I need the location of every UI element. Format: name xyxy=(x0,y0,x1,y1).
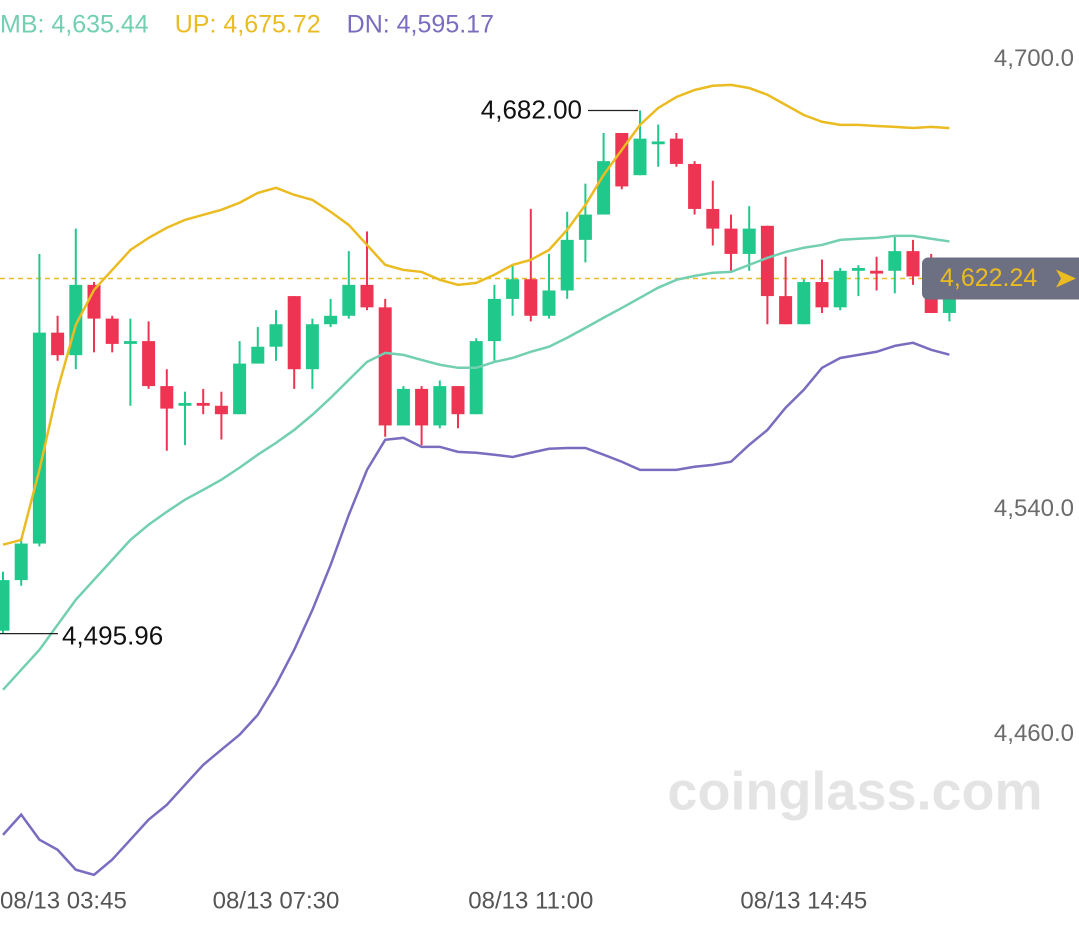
candle-body xyxy=(269,324,283,347)
annotation-label: 4,682.00 xyxy=(481,94,582,124)
watermark: coinglass.com xyxy=(667,761,1042,821)
candle-body xyxy=(214,405,228,415)
y-tick-label: 4,700.0 xyxy=(994,45,1074,72)
candle-body xyxy=(178,402,192,406)
candle-body xyxy=(760,225,774,297)
candle-body xyxy=(233,363,247,415)
candle-body xyxy=(415,388,429,426)
y-tick-label: 4,460.0 xyxy=(994,720,1074,747)
candle-body xyxy=(251,346,265,364)
candle-body xyxy=(506,279,520,299)
candle-body xyxy=(597,161,611,215)
legend-entry: UP: 4,675.72 xyxy=(175,11,321,39)
candle-body xyxy=(742,228,756,254)
y-tick-label: 4,540.0 xyxy=(994,495,1074,522)
candle-body xyxy=(578,214,592,240)
last-price-tag xyxy=(922,257,1079,300)
candle-body xyxy=(779,296,793,325)
candle-body xyxy=(815,282,829,308)
candle-body xyxy=(378,307,392,426)
x-tick-label: 08/13 07:30 xyxy=(213,887,340,914)
candle-body xyxy=(542,290,556,316)
candle-body xyxy=(706,208,720,229)
x-tick-label: 08/13 11:00 xyxy=(468,887,593,914)
candle-body xyxy=(469,341,483,415)
candle-body xyxy=(669,138,683,164)
candle-body xyxy=(342,284,356,316)
candle-body xyxy=(524,279,538,316)
candle-body xyxy=(305,324,319,370)
legend-entry: MB: 4,635.44 xyxy=(0,11,149,39)
last-price-label: 4,622.24 xyxy=(940,264,1037,292)
band-line xyxy=(2,234,950,691)
band-line xyxy=(2,341,950,877)
candle-body xyxy=(396,388,410,426)
candle-body xyxy=(797,282,811,325)
candle-body xyxy=(870,270,884,274)
band-line xyxy=(2,83,950,546)
legend-entry: DN: 4,595.17 xyxy=(347,11,494,39)
candle-body xyxy=(324,315,338,325)
x-tick-label: 08/13 03:45 xyxy=(0,887,127,914)
legend: MB: 4,635.44 UP: 4,675.72 DN: 4,595.17 xyxy=(0,11,494,39)
candle-body xyxy=(32,332,46,544)
annotation-label: 4,495.96 xyxy=(62,621,163,651)
candle-body xyxy=(287,296,301,370)
candle-body xyxy=(888,251,902,271)
candle-body xyxy=(87,284,101,319)
candle-body xyxy=(560,239,574,291)
candle-body xyxy=(833,270,847,308)
candle-body xyxy=(487,298,501,342)
candle-body xyxy=(851,267,865,271)
x-tick-label: 08/13 14:45 xyxy=(740,887,867,914)
candle-body xyxy=(160,386,174,409)
last-price-arrow xyxy=(1056,269,1076,288)
candle-body xyxy=(724,228,738,254)
candle-body xyxy=(123,341,137,344)
candle-body xyxy=(433,386,447,426)
candle-body xyxy=(51,332,65,356)
candle-body xyxy=(360,284,374,308)
candle-body xyxy=(0,580,10,631)
candle-body xyxy=(633,138,647,176)
candle-body xyxy=(142,341,156,387)
candle-body xyxy=(451,386,465,415)
candle-body xyxy=(14,543,28,581)
candle-body xyxy=(651,141,665,145)
candle-body xyxy=(906,251,920,277)
candle-body xyxy=(196,402,210,406)
candle-body xyxy=(688,163,702,209)
candle-body xyxy=(105,318,119,344)
candle-body xyxy=(615,133,629,187)
